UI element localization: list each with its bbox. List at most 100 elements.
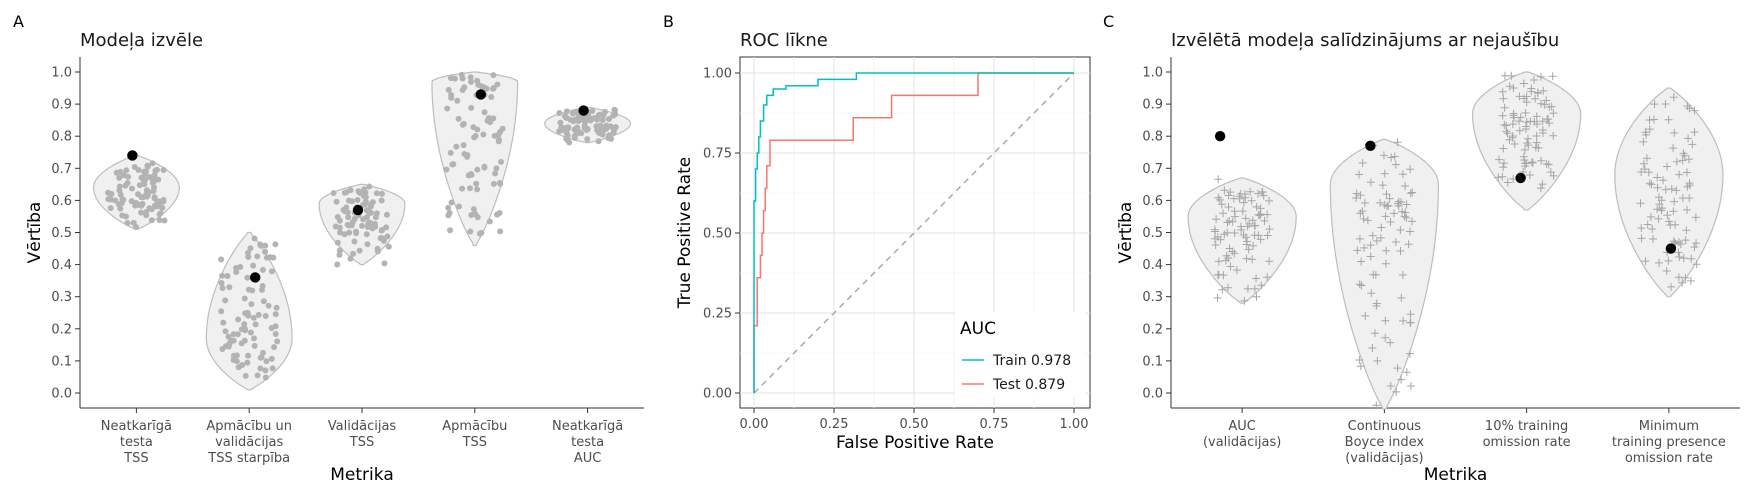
jitter-point — [1653, 205, 1662, 214]
x-tick-label-line: TSS starpība — [207, 451, 290, 466]
jitter-point — [1260, 216, 1269, 225]
selected-model-point — [1515, 172, 1526, 184]
jitter-point — [1381, 316, 1390, 325]
jitter-points — [1494, 71, 1558, 193]
jitter-point — [1500, 71, 1509, 80]
jitter-point — [1240, 190, 1249, 199]
jitter-point — [593, 123, 600, 130]
jitter-point — [1352, 189, 1361, 198]
jitter-point — [381, 260, 388, 267]
jitter-point — [1540, 100, 1549, 109]
jitter-point — [1500, 120, 1509, 129]
jitter-point — [1663, 162, 1672, 171]
jitter-point — [1675, 253, 1684, 262]
jitter-point — [247, 245, 254, 252]
jitter-point — [1397, 198, 1406, 207]
jitter-point — [1387, 153, 1396, 162]
jitter-point — [471, 134, 478, 141]
jitter-point — [1672, 186, 1681, 195]
jitter-point — [1211, 227, 1220, 236]
jitter-point — [230, 357, 237, 364]
y-tick-label: 0.9 — [1142, 98, 1163, 113]
jitter-point — [1674, 248, 1683, 257]
jitter-point — [226, 284, 233, 291]
jitter-point — [1381, 259, 1390, 268]
jitter-point — [1265, 225, 1274, 234]
jitter-point — [1648, 224, 1657, 233]
jitter-point — [595, 138, 602, 145]
x-tick-label-line: omission rate — [1483, 435, 1571, 450]
jitter-point — [1659, 176, 1668, 185]
jitter-point — [1385, 194, 1394, 203]
jitter-point — [233, 268, 240, 275]
jitter-point — [1692, 260, 1701, 269]
jitter-point — [245, 352, 252, 359]
jitter-point — [1381, 212, 1390, 221]
y-tick-label: 0.1 — [51, 354, 72, 369]
jitter-point — [1515, 92, 1524, 101]
jitter-point — [1499, 159, 1508, 168]
jitter-point — [584, 126, 591, 133]
jitter-point — [499, 125, 506, 132]
jitter-point — [355, 188, 362, 195]
jitter-point — [485, 114, 492, 121]
jitter-point — [136, 182, 143, 189]
x-tick-label-line: testa — [120, 435, 153, 450]
jitter-point — [263, 254, 270, 261]
jitter-point — [135, 191, 142, 198]
jitter-point — [1661, 100, 1670, 109]
y-tick-label: 1.0 — [1142, 66, 1163, 81]
jitter-point — [1396, 246, 1405, 255]
jitter-point — [141, 181, 148, 188]
jitter-point — [1406, 382, 1415, 391]
jitter-point — [1681, 236, 1690, 245]
jitter-point — [1373, 356, 1382, 365]
jitter-point — [361, 186, 368, 193]
jitter-point — [1216, 235, 1225, 244]
jitter-point — [1546, 168, 1555, 177]
jitter-point — [1265, 257, 1274, 266]
jitter-point — [597, 111, 604, 118]
jitter-point — [242, 372, 249, 379]
jitter-point — [1536, 184, 1545, 193]
x-tick-label-line: Continuous — [1348, 419, 1422, 434]
jitter-point — [467, 74, 474, 81]
x-tick-label: Neatkarīgā testa TSS — [101, 419, 172, 466]
jitter-point — [1230, 249, 1239, 258]
jitter-point — [1215, 195, 1224, 204]
jitter-point — [1645, 125, 1654, 134]
x-tick-label-line: Apmācību — [442, 419, 507, 434]
jitter-point — [105, 189, 112, 196]
jitter-point — [330, 190, 337, 197]
jitter-point — [334, 261, 341, 268]
jitter-point — [1691, 213, 1700, 222]
jitter-point — [610, 112, 617, 119]
jitter-point — [1532, 112, 1541, 121]
jitter-point — [1211, 241, 1220, 250]
y-tick-label: 0.75 — [703, 147, 732, 162]
jitter-point — [116, 174, 123, 181]
jitter-point — [1542, 159, 1551, 168]
jitter-point — [366, 183, 373, 190]
jitter-point — [1537, 99, 1546, 108]
x-tick-label: Apmācību un validācijas TSS starpība — [206, 419, 292, 466]
jitter-point — [1355, 280, 1364, 289]
x-tick-label-line: Neatkarīgā — [101, 419, 172, 434]
jitter-point — [1406, 318, 1415, 327]
x-tick-label: Neatkarīgā testa AUC — [552, 419, 623, 466]
jitter-point — [474, 77, 481, 84]
selected-model-point — [250, 272, 261, 283]
jitter-point — [587, 116, 594, 123]
jitter-point — [384, 233, 391, 240]
jitter-point — [251, 342, 258, 349]
jitter-point — [490, 180, 497, 187]
jitter-point — [557, 119, 564, 126]
y-tick-label: 0.6 — [51, 194, 72, 209]
jitter-point — [1690, 106, 1699, 115]
jitter-point — [347, 255, 354, 262]
jitter-point — [1353, 246, 1362, 255]
y-tick-label: 0.0 — [1142, 387, 1163, 402]
x-tick-label-line: Validācijas — [328, 419, 397, 434]
jitter-point — [218, 279, 225, 286]
jitter-point — [1528, 158, 1537, 167]
